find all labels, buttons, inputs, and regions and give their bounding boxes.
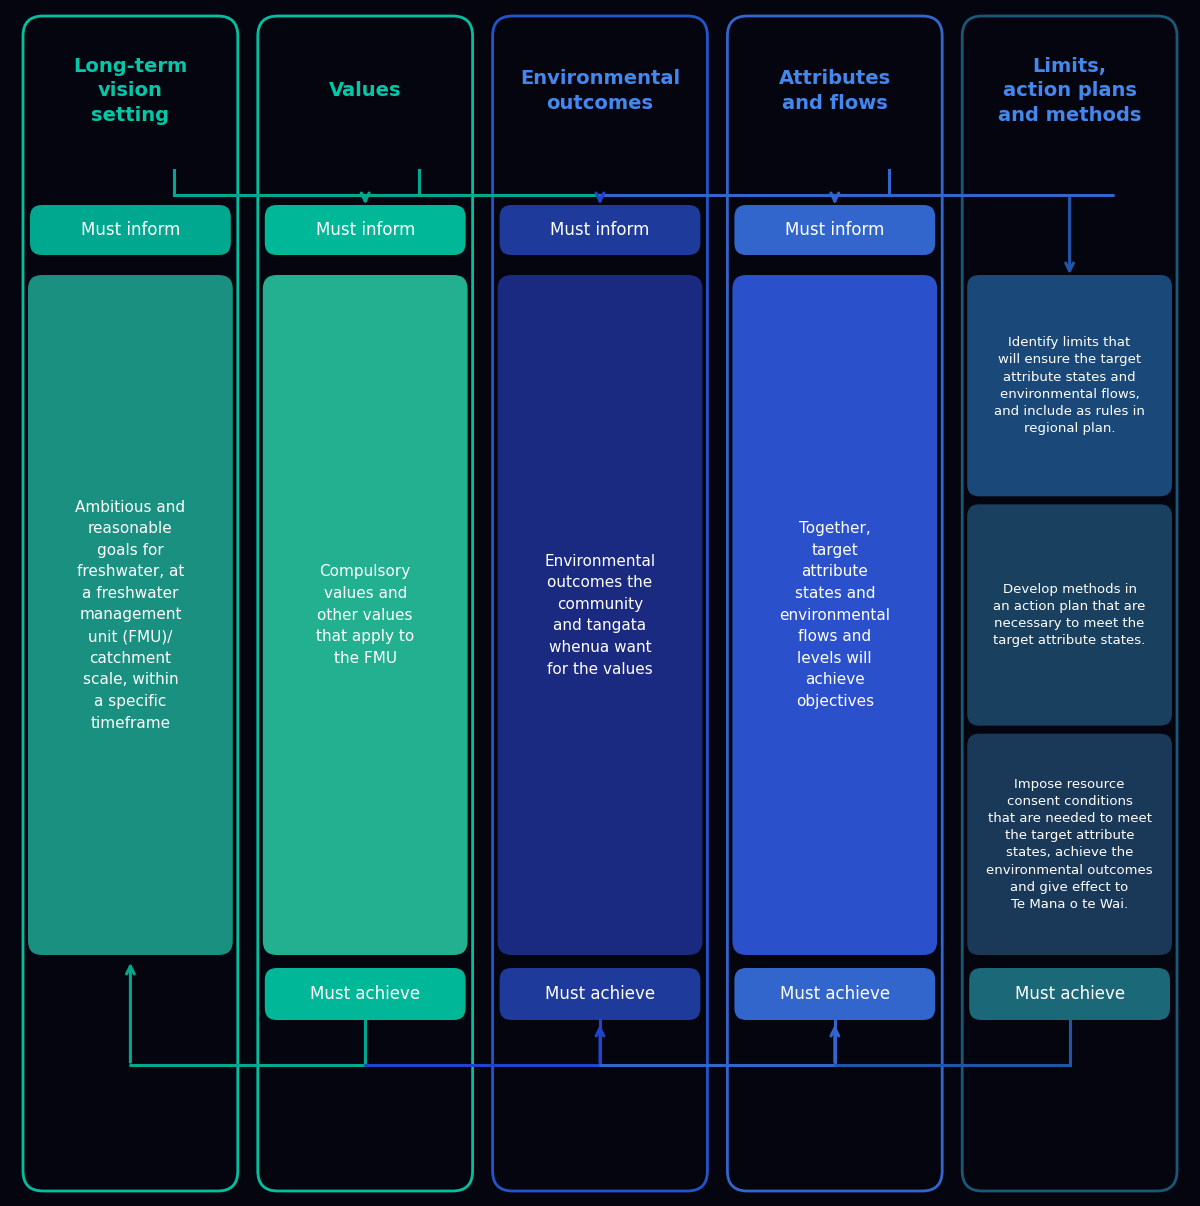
- Text: Must achieve: Must achieve: [310, 985, 420, 1003]
- FancyBboxPatch shape: [967, 504, 1172, 726]
- FancyBboxPatch shape: [265, 968, 466, 1020]
- Text: Must achieve: Must achieve: [545, 985, 655, 1003]
- FancyBboxPatch shape: [734, 968, 935, 1020]
- Text: Environmental
outcomes: Environmental outcomes: [520, 70, 680, 112]
- Text: Must achieve: Must achieve: [1014, 985, 1124, 1003]
- Text: Environmental
outcomes the
community
and tangata
whenua want
for the values: Environmental outcomes the community and…: [545, 554, 655, 677]
- Text: Compulsory
values and
other values
that apply to
the FMU: Compulsory values and other values that …: [316, 564, 414, 666]
- FancyBboxPatch shape: [967, 275, 1172, 497]
- Text: Together,
target
attribute
states and
environmental
flows and
levels will
achiev: Together, target attribute states and en…: [779, 521, 890, 709]
- FancyBboxPatch shape: [263, 275, 468, 955]
- FancyBboxPatch shape: [970, 968, 1170, 1020]
- Text: Must achieve: Must achieve: [780, 985, 890, 1003]
- Text: Limits,
action plans
and methods: Limits, action plans and methods: [998, 57, 1141, 124]
- Text: Values: Values: [329, 82, 402, 100]
- Text: Identify limits that
will ensure the target
attribute states and
environmental f: Identify limits that will ensure the tar…: [994, 336, 1145, 435]
- FancyBboxPatch shape: [967, 733, 1172, 955]
- FancyBboxPatch shape: [265, 205, 466, 254]
- FancyBboxPatch shape: [499, 968, 701, 1020]
- Text: Ambitious and
reasonable
goals for
freshwater, at
a freshwater
management
unit (: Ambitious and reasonable goals for fresh…: [76, 499, 186, 731]
- Text: Must inform: Must inform: [316, 221, 415, 239]
- Text: Must inform: Must inform: [551, 221, 649, 239]
- FancyBboxPatch shape: [28, 275, 233, 955]
- FancyBboxPatch shape: [30, 205, 230, 254]
- FancyBboxPatch shape: [498, 275, 702, 955]
- FancyBboxPatch shape: [734, 205, 935, 254]
- Text: Attributes
and flows: Attributes and flows: [779, 70, 890, 112]
- FancyBboxPatch shape: [499, 205, 701, 254]
- Text: Develop methods in
an action plan that are
necessary to meet the
target attribut: Develop methods in an action plan that a…: [994, 582, 1146, 648]
- Text: Must inform: Must inform: [80, 221, 180, 239]
- Text: Must inform: Must inform: [785, 221, 884, 239]
- Text: Impose resource
consent conditions
that are needed to meet
the target attribute
: Impose resource consent conditions that …: [986, 778, 1153, 911]
- FancyBboxPatch shape: [732, 275, 937, 955]
- Text: Long-term
vision
setting: Long-term vision setting: [73, 57, 187, 124]
